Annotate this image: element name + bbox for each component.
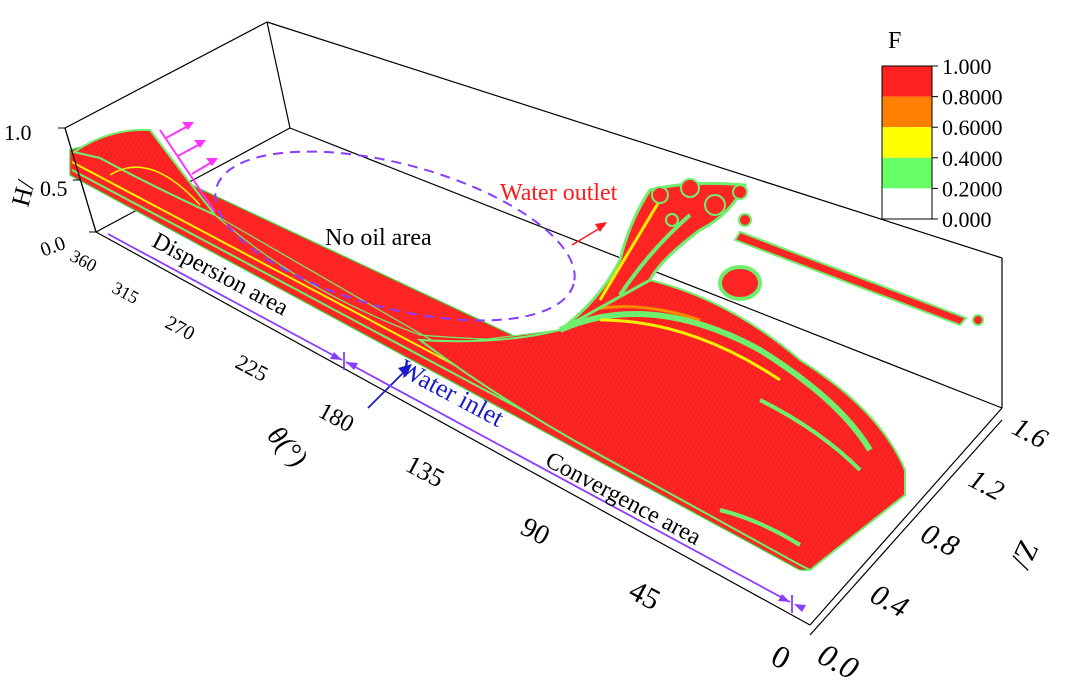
- theta-tick-label-0: 0: [766, 637, 797, 676]
- colorbar-tick-label: 0.4000: [942, 146, 1003, 171]
- region-markers: [107, 233, 806, 613]
- oil-pool-band-4: [759, 398, 862, 472]
- droplet: [738, 213, 752, 227]
- colorbar-swatch: [882, 96, 932, 128]
- h-tick-label-1.0: 1.0: [4, 120, 32, 145]
- marker-arrowhead: [778, 594, 790, 602]
- box-front-right: [809, 407, 1003, 626]
- marker-arrowhead: [346, 362, 358, 370]
- convergence-range-line: [345, 361, 791, 603]
- oil-ligament-tip: [972, 314, 984, 326]
- theta-axis-label: θ(°): [261, 420, 313, 473]
- oil-ligament: [733, 230, 968, 327]
- water-outlet-arrowhead: [595, 222, 607, 232]
- oil-surface: [69, 128, 984, 572]
- colorbar-swatch: [882, 66, 932, 97]
- water-outlet-label: Water outlet: [500, 180, 618, 206]
- colorbar-frame: [881, 65, 933, 220]
- oil-dispersion-lobe: [71, 128, 216, 216]
- oil-pool-band-2: [599, 318, 781, 382]
- flow-arrow: [165, 125, 189, 139]
- colorbar-swatch: [882, 188, 932, 219]
- colorbar-tick-label: 0.2000: [942, 176, 1003, 201]
- z-tick-label-0.8: 0.8: [916, 517, 965, 564]
- theta-tick-label-315: 315: [109, 278, 142, 308]
- marker-arrowhead: [794, 604, 806, 612]
- colorbar-tick-label: 0.000: [942, 207, 992, 232]
- colorbar-tick-label: 1.000: [942, 54, 992, 79]
- no-oil-region: [214, 150, 576, 322]
- z-axis-label: Z/: [1003, 536, 1044, 575]
- oil-pool-band-5: [719, 508, 802, 547]
- box-back-top-right: [266, 21, 1003, 259]
- z-tick-label-0.4: 0.4: [865, 578, 914, 625]
- no-oil-label: No oil area: [325, 225, 432, 251]
- colorbar-tick-label: 0.8000: [942, 85, 1003, 110]
- droplet: [680, 178, 700, 198]
- h-axis: 1.0 0.5 0.0 H/: [4, 120, 97, 261]
- droplet: [732, 184, 748, 200]
- flow-arrow: [191, 161, 213, 175]
- flow-arrows: [159, 122, 218, 213]
- colorbar-title: F: [888, 28, 901, 54]
- z-tick-label-1.2: 1.2: [964, 464, 1009, 508]
- marker-arrowhead: [330, 352, 342, 360]
- oil-column-band-2: [618, 213, 692, 297]
- theta-tick-label-225: 225: [231, 349, 272, 387]
- colorbar-swatches: [882, 66, 932, 219]
- colorbar-labels: 1.000 0.8000 0.6000 0.4000 0.2000 0.000: [932, 54, 1003, 232]
- theta-tick-label-360: 360: [67, 246, 100, 276]
- flow-arrowhead: [182, 122, 194, 130]
- h-axis-label: H/: [6, 176, 41, 209]
- h-tick-label-0.5: 0.5: [40, 176, 68, 201]
- z-axis-line: [809, 419, 1003, 636]
- front-edges: [95, 231, 1003, 626]
- colorbar-swatch: [882, 157, 932, 189]
- colorbar-tick-label: 0.6000: [942, 115, 1003, 140]
- flow-arrowhead: [206, 158, 218, 166]
- theta-tick-label-135: 135: [401, 449, 449, 493]
- droplet: [651, 186, 669, 204]
- flow-arrowhead: [194, 140, 206, 148]
- flow-arrow-guide: [159, 129, 216, 213]
- theta-tick-label-270: 270: [161, 312, 198, 346]
- oil-column-band: [598, 199, 662, 301]
- box-back-top: [64, 21, 268, 129]
- oil-droplet-blob: [718, 265, 762, 301]
- oil-pool-band-1: [558, 311, 873, 452]
- z-tick-label-0.0: 0.0: [812, 636, 864, 687]
- z-tick-label-1.6: 1.6: [1007, 411, 1052, 455]
- water-inlet-arrow: [367, 367, 409, 409]
- box-back-vertical-left: [266, 21, 291, 129]
- flow-arrow: [177, 143, 201, 157]
- oil-outlet-droplets: [651, 178, 752, 227]
- colorbar: F 1.000 0.8000 0.6000 0.4000 0.2000 0.000: [881, 28, 1003, 232]
- colorbar-swatch: [882, 127, 932, 158]
- h-tick-label-0.0: 0.0: [37, 232, 68, 261]
- box-front-bottom: [95, 231, 811, 626]
- h-axis-line: [64, 127, 97, 233]
- oil-dispersion-lobe-line: [109, 166, 201, 206]
- dispersion-range-line: [107, 233, 343, 361]
- theta-tick-label-180: 180: [314, 398, 358, 438]
- droplet: [704, 194, 726, 216]
- theta-tick-label-45: 45: [624, 574, 666, 617]
- water-inlet-arrowhead: [398, 364, 412, 377]
- theta-tick-label-90: 90: [516, 512, 555, 553]
- droplet: [665, 213, 679, 227]
